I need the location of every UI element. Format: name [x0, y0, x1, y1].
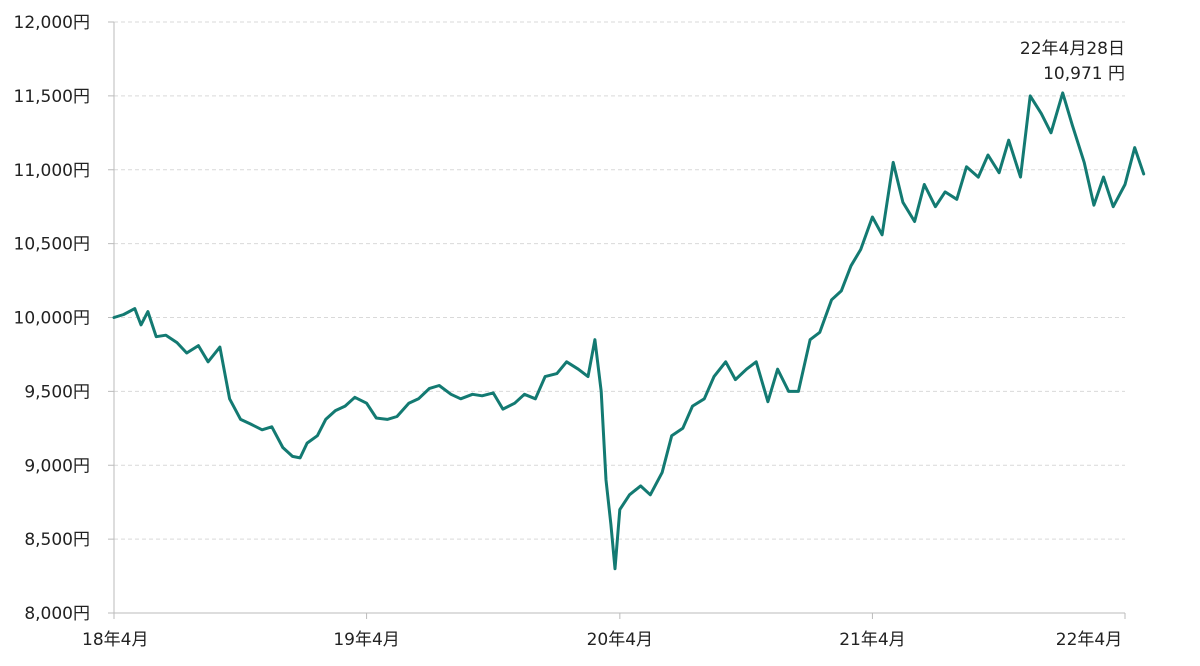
- y-tick-label: 10,500円: [14, 235, 90, 255]
- y-tick-label: 8,000円: [24, 604, 90, 624]
- grid-lines: [114, 21, 1125, 540]
- x-tick-label: 22年4月: [1056, 630, 1122, 650]
- x-tick-label: 18年4月: [82, 630, 148, 650]
- annotation-value: 10,971 円: [1043, 64, 1125, 84]
- y-tick-label: 8,500円: [24, 530, 90, 550]
- x-tick-label: 19年4月: [333, 630, 399, 650]
- annotation-date: 22年4月28日: [1020, 39, 1125, 59]
- y-tick-label: 11,000円: [14, 161, 90, 181]
- y-tick-label: 12,000円: [14, 13, 90, 33]
- y-tick-label: 11,500円: [14, 87, 90, 107]
- y-tick-label: 9,000円: [24, 456, 90, 476]
- x-tick-label: 21年4月: [839, 630, 905, 650]
- x-tick-label: 20年4月: [587, 630, 653, 650]
- y-tick-label: 9,500円: [24, 382, 90, 402]
- y-tick-label: 10,000円: [14, 309, 90, 329]
- series-line: [112, 91, 1146, 571]
- x-axis-ticks: 18年4月 19年4月 20年4月 21年4月 22年4月: [82, 613, 1126, 650]
- y-axis-ticks: 8,000円 8,500円 9,000円 9,500円 10,000円 10,500円 11…: [14, 13, 114, 624]
